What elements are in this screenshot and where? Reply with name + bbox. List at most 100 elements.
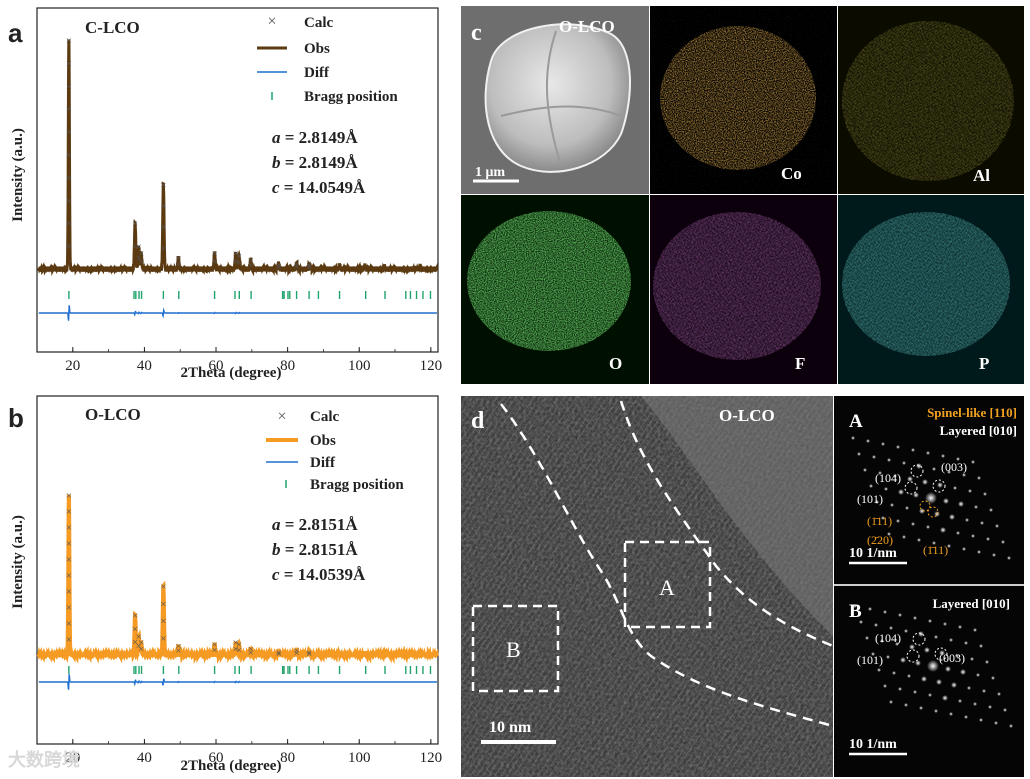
observed-pattern: [37, 39, 439, 277]
fft-spot: [907, 674, 911, 678]
fft-spot: [904, 629, 908, 633]
fft-a-spinel-title: Spinel-like [110]: [927, 405, 1017, 420]
fft-spot: [917, 538, 921, 542]
fft-a-bg: [834, 396, 1024, 584]
calc-marker: ×: [160, 616, 166, 628]
fft-spot: [921, 676, 927, 682]
calc-marker: ×: [66, 570, 72, 582]
fft-spot: [889, 626, 893, 630]
fft-spot: [932, 467, 936, 471]
calc-marker: ×: [66, 150, 72, 162]
fft-spot: [905, 506, 909, 510]
calc-marker: ×: [175, 258, 181, 270]
calc-marker: ×: [132, 623, 138, 635]
eds-o-label: O: [609, 354, 622, 373]
legend-diff-label: Diff: [310, 455, 336, 471]
fft-circle-spinel: [919, 500, 931, 512]
y-axis-title-a: Intensity (a.u.): [10, 128, 26, 222]
fft-spot: [958, 625, 962, 629]
calc-marker: ×: [160, 179, 166, 191]
fft-spot: [927, 660, 939, 672]
calc-marker: ×: [66, 218, 72, 230]
calc-marker: ×: [293, 645, 299, 657]
fft-spot: [988, 705, 992, 709]
fft-a-spot-101: (101): [857, 492, 883, 506]
calc-marker: ×: [138, 248, 144, 260]
fft-spot: [936, 679, 942, 685]
eds-sample-label: O-LCO: [559, 17, 615, 36]
fft-spot: [890, 503, 894, 507]
calc-marker: ×: [306, 262, 312, 274]
calc-marker: ×: [236, 257, 242, 269]
fft-spot: [960, 669, 966, 675]
fft-circle-101: [904, 481, 918, 495]
fft-b-spot-104: (104): [875, 631, 901, 645]
fft-spot: [947, 470, 951, 474]
fft-spot: [922, 479, 928, 485]
fft-spot: [985, 660, 989, 664]
eds-mapping-panel: 1 μm O-LCO c Co Al O F P: [461, 6, 1024, 384]
watermark: 大数跨境: [8, 750, 80, 771]
x-tick-label: 80: [280, 750, 295, 766]
fft-spot: [949, 712, 953, 716]
fft-spot: [967, 686, 971, 690]
fft-a-label: A: [849, 411, 863, 432]
panel-label-a: a: [8, 18, 23, 48]
calc-marker: ×: [132, 241, 138, 253]
fft-spot: [893, 474, 897, 478]
calc-marker: ×: [66, 81, 72, 93]
hrtem-svg: A B 10 nm O-LCO d A Spinel-like [110] La…: [461, 396, 1024, 777]
calc-marker: ×: [306, 648, 312, 660]
hrtem-region-a-box: [623, 540, 712, 629]
calc-marker: ×: [175, 253, 181, 265]
fft-spot: [955, 654, 959, 658]
fft-spot: [865, 636, 869, 640]
fft-spot: [911, 522, 915, 526]
calc-marker: ×: [66, 618, 72, 630]
lattice-a-param: a = 2.8149Å: [272, 128, 358, 147]
calc-marker: ×: [66, 506, 72, 518]
calc-marker: ×: [211, 639, 217, 651]
fft-spot: [973, 628, 977, 632]
x-tick-label: 120: [420, 750, 443, 766]
calc-marker: ×: [136, 640, 142, 652]
hrtem-surface-region: [641, 396, 833, 636]
calc-marker: ×: [236, 644, 242, 656]
x-tick-label: 100: [348, 750, 371, 766]
panel-label-b: b: [8, 403, 24, 433]
fft-circle-104: [910, 464, 924, 478]
legend-calc-marker: ×: [267, 13, 276, 30]
legend-diff-label: Diff: [304, 65, 330, 81]
calc-marker: ×: [276, 259, 282, 271]
calc-marker: ×: [132, 637, 138, 649]
fft-spot: [925, 492, 937, 504]
legend-a: × Calc Obs Diff Bragg position: [257, 13, 398, 105]
fft-b-scale-label: 10 1/nm: [849, 737, 897, 752]
calc-marker: ×: [66, 602, 72, 614]
fft-spot: [886, 655, 890, 659]
hrtem-panel: A B 10 nm O-LCO d A Spinel-like [110] La…: [461, 396, 1024, 777]
calc-marker: ×: [66, 58, 72, 70]
lattice-c-param: c = 14.0539Å: [272, 565, 366, 584]
fft-spot: [892, 671, 896, 675]
calc-marker: ×: [211, 256, 217, 268]
legend-calc-label: Calc: [310, 409, 340, 425]
fft-spot: [869, 484, 873, 488]
fft-spot: [924, 647, 930, 653]
x-tick-label: 40: [137, 750, 152, 766]
calc-marker: ×: [276, 647, 282, 659]
calc-marker: ×: [136, 631, 142, 643]
calc-marker: ×: [306, 647, 312, 659]
fft-spot: [866, 439, 870, 443]
x-axis-title-b: 2Theta (degree): [181, 758, 282, 774]
x-tick-label: 80: [280, 358, 295, 374]
calc-marker: ×: [160, 581, 166, 593]
fft-spot: [877, 668, 881, 672]
x-tick-label: 20: [65, 750, 80, 766]
fft-spot: [970, 657, 974, 661]
calc-marker: ×: [233, 644, 239, 656]
fft-b-label: B: [849, 601, 862, 622]
calc-marker: ×: [66, 554, 72, 566]
sem-particle: [484, 23, 632, 173]
fft-spot: [883, 610, 887, 614]
